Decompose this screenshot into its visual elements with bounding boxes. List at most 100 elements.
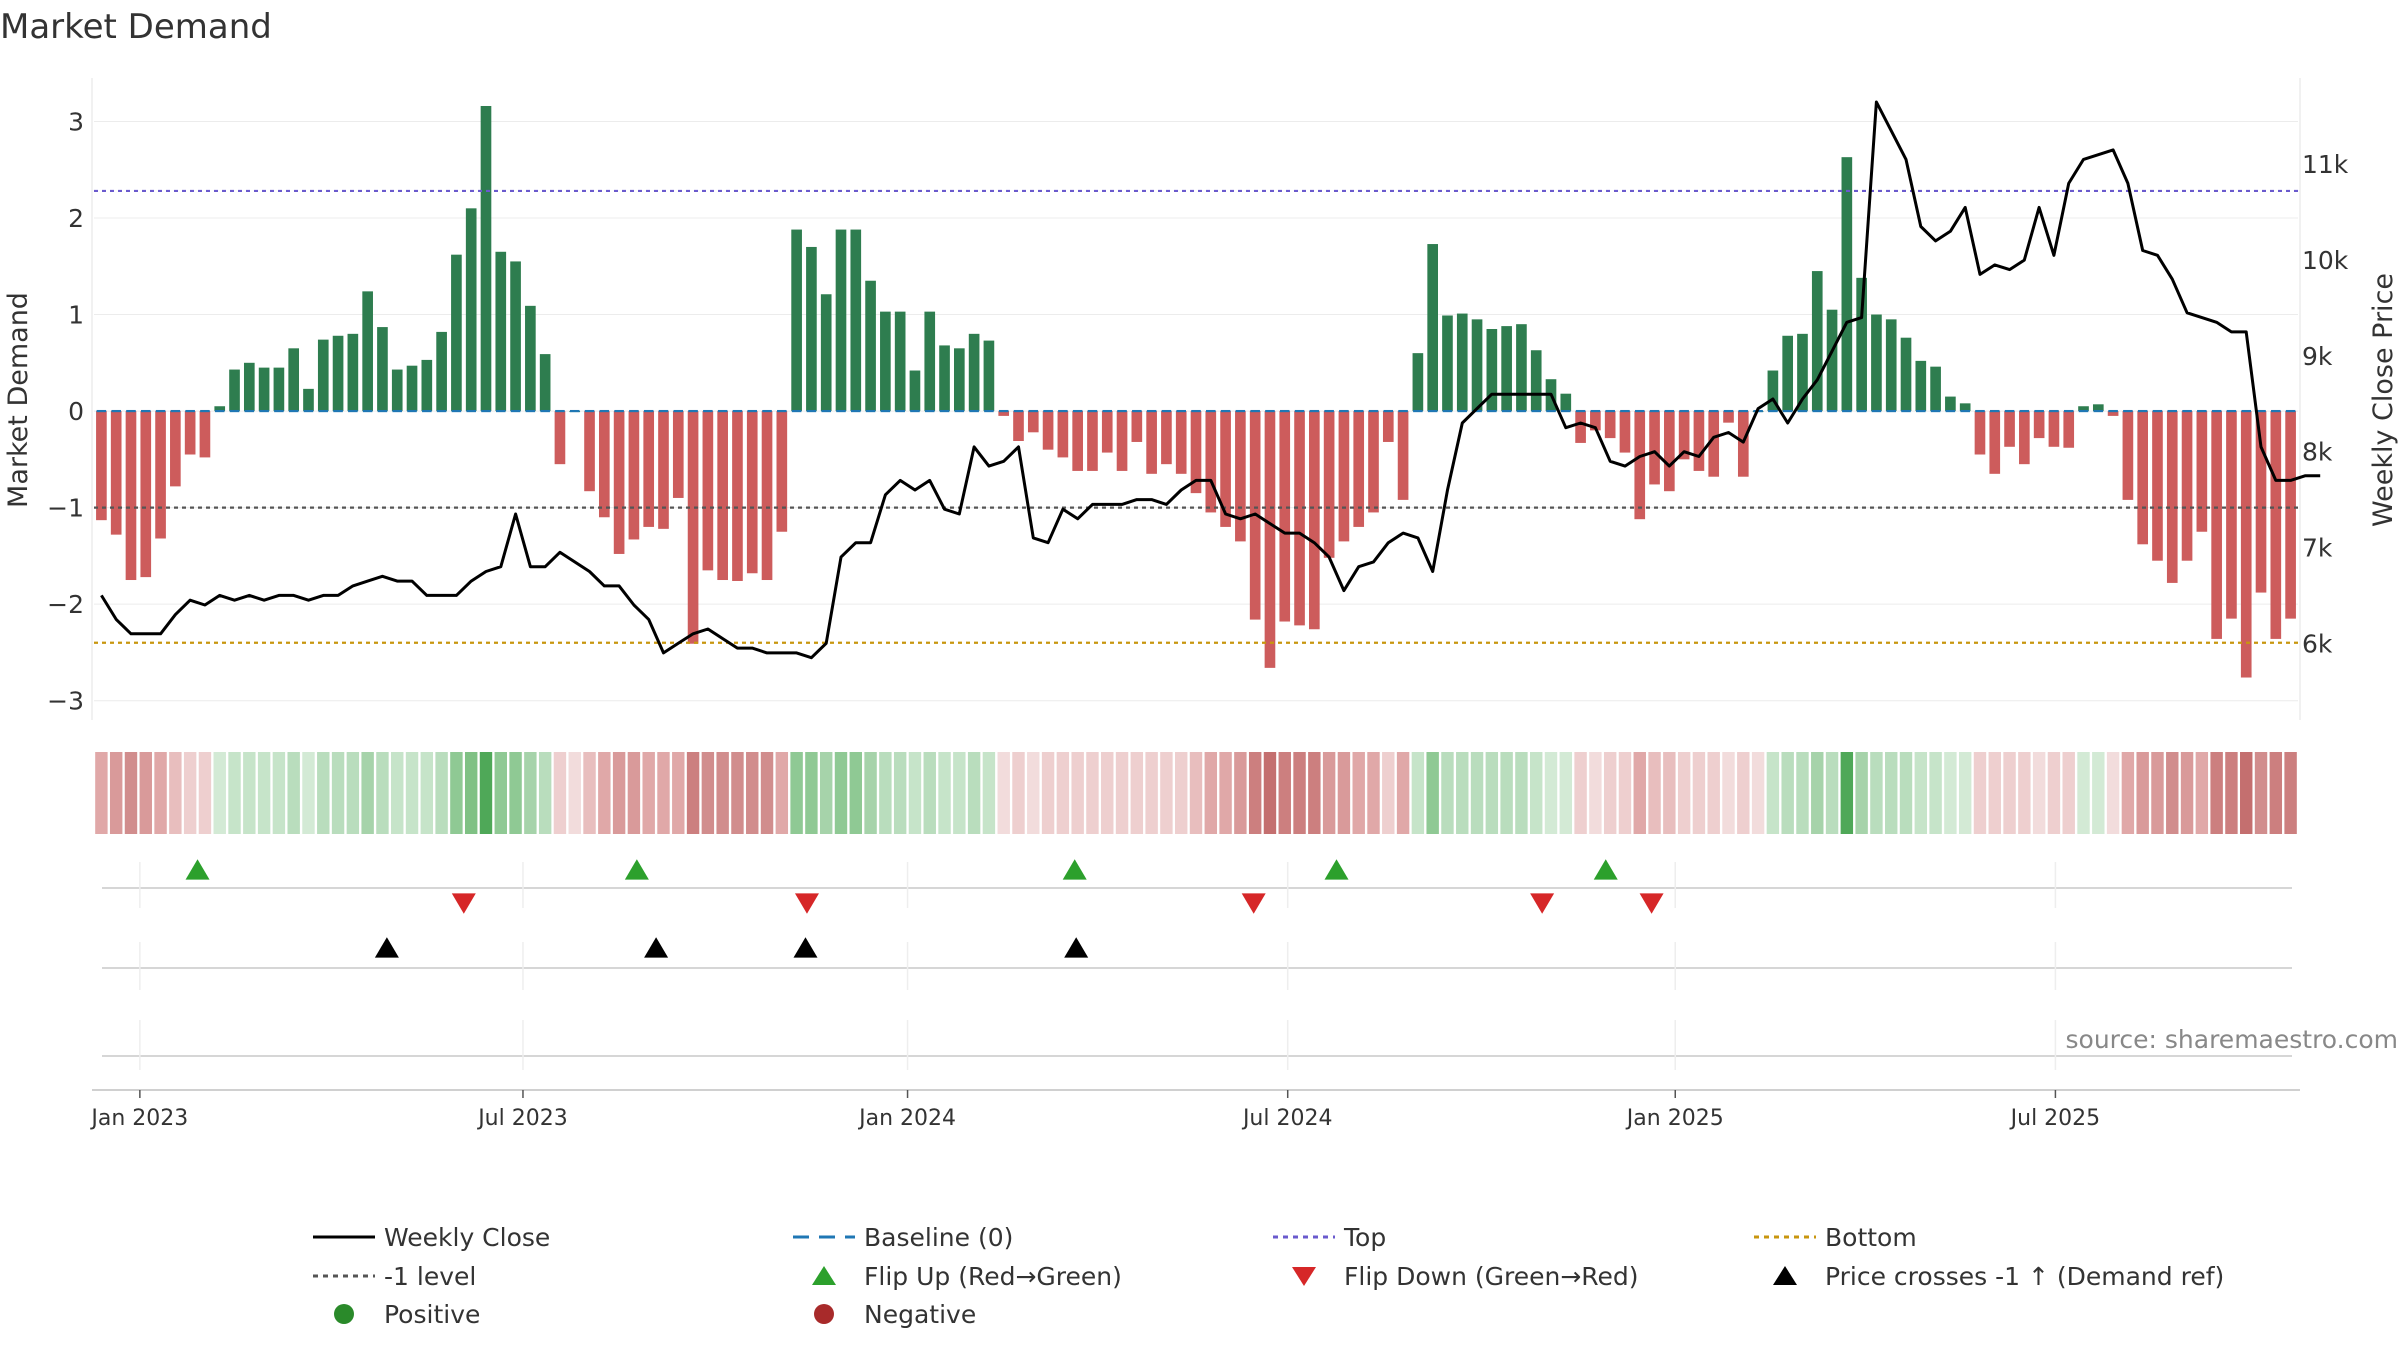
heat-cell-49 [819,752,833,834]
demand-bar-122 [1900,337,1912,412]
heat-cell-132 [2047,752,2061,834]
demand-bar-130 [2019,411,2030,465]
heat-cell-145 [2240,752,2253,834]
demand-bar-126 [1959,403,1971,412]
heat-cell-35 [612,752,626,834]
demand-bar-127 [1974,411,1986,455]
demand-bar-37 [643,411,655,527]
demand-bar-0 [96,411,107,521]
demand-bar-142 [2196,411,2208,532]
demand-bar-2 [125,411,137,581]
legend-entry-0: Weekly Close [313,1223,550,1252]
heat-cell-134 [2077,752,2090,834]
heat-cell-72 [1160,752,1173,834]
heat-cell-85 [1352,752,1365,834]
heat-cell-143 [2210,752,2223,834]
flip-up-marker-0 [185,859,210,880]
heat-cell-77 [1234,752,1247,834]
demand-bar-107 [1678,411,1690,460]
demand-bar-102 [1604,411,1616,439]
demand-bar-123 [1915,360,1927,412]
chart-title: Market Demand [0,7,272,47]
heat-cell-65 [1056,752,1070,834]
y2-tick-label-0: 11k [2302,150,2349,179]
demand-bar-143 [2211,411,2222,639]
heat-cell-103 [1618,752,1632,834]
demand-bar-86 [1368,411,1379,513]
demand-bar-70 [1131,411,1143,442]
legend-entry-7: Price crosses -1 ↑ (Demand ref) [1773,1262,2224,1291]
heat-cell-5 [169,752,182,834]
heat-cell-113 [1766,752,1780,834]
demand-bar-25 [465,208,477,412]
heat-cell-24 [450,752,463,834]
heat-cell-76 [1219,752,1232,834]
demand-bar-104 [1634,411,1646,520]
heat-cell-99 [1559,752,1573,834]
demand-bar-29 [525,305,536,412]
demand-bar-120 [1871,314,1882,412]
heat-cell-135 [2092,752,2105,834]
demand-heat-strip [95,752,2297,834]
legend-swatch-circle [814,1304,834,1324]
heat-cell-110 [1722,752,1735,834]
demand-bar-65 [1057,411,1069,458]
demand-bar-67 [1087,411,1098,471]
heat-cell-124 [1929,752,1942,834]
demand-bar-147 [2270,411,2282,639]
demand-bar-115 [1797,333,1808,412]
heat-cell-90 [1426,752,1439,834]
demand-bar-148 [2285,411,2296,619]
demand-bar-88 [1397,411,1409,500]
y-ticks: 3 2 1 0 −1 −2 −3 [47,107,84,715]
legend-entry-8: Positive [334,1300,480,1329]
heat-cell-100 [1574,752,1587,834]
heat-cell-31 [553,752,567,834]
heat-cell-118 [1840,752,1854,834]
heat-cell-16 [331,752,345,834]
heat-cell-131 [2032,752,2046,834]
heat-cell-79 [1263,752,1277,834]
price-line [100,100,2321,660]
demand-bar-140 [2166,411,2178,583]
demand-bar-72 [1161,411,1172,465]
heat-cell-30 [538,752,552,834]
heat-cell-117 [1825,752,1839,834]
demand-bar-108 [1693,411,1705,471]
demand-bar-21 [406,365,418,412]
y2-tick-label-1: 10k [2302,246,2349,275]
demand-bar-124 [1930,366,1941,412]
heat-cell-36 [627,752,641,834]
demand-bar-53 [880,311,891,412]
demand-bar-114 [1782,335,1794,412]
demand-bar-6 [184,411,196,455]
heat-cell-52 [864,752,877,834]
demand-bar-73 [1175,411,1187,474]
demand-bar-119 [1856,277,1867,412]
heat-cell-82 [1308,752,1321,834]
heat-cell-11 [257,752,271,834]
demand-bar-103 [1619,411,1631,453]
demand-bar-139 [2152,411,2163,561]
demand-bar-128 [1989,411,2001,474]
demand-bar-121 [1885,319,1897,412]
demand-bar-141 [2181,411,2193,561]
x-tick-label-5: Jul 2025 [2009,1106,2101,1131]
demand-bar-68 [1101,411,1113,453]
heat-cell-25 [464,752,478,834]
heat-cell-75 [1204,752,1218,834]
heat-cell-43 [731,752,744,834]
demand-bar-144 [2226,411,2237,619]
heat-cell-53 [879,752,892,834]
legend-entry-9: Negative [814,1300,976,1329]
heat-cell-120 [1870,752,1883,834]
legend-label: Weekly Close [384,1223,550,1252]
heat-cell-69 [1115,752,1129,834]
demand-bar-1 [110,411,122,535]
y2-tick-label-3: 8k [2302,438,2333,467]
demand-bar-137 [2122,411,2134,500]
demand-bar-79 [1264,411,1276,668]
y2-tick-label-5: 6k [2302,629,2333,658]
demand-bar-17 [347,333,359,412]
demand-bar-30 [539,354,551,412]
